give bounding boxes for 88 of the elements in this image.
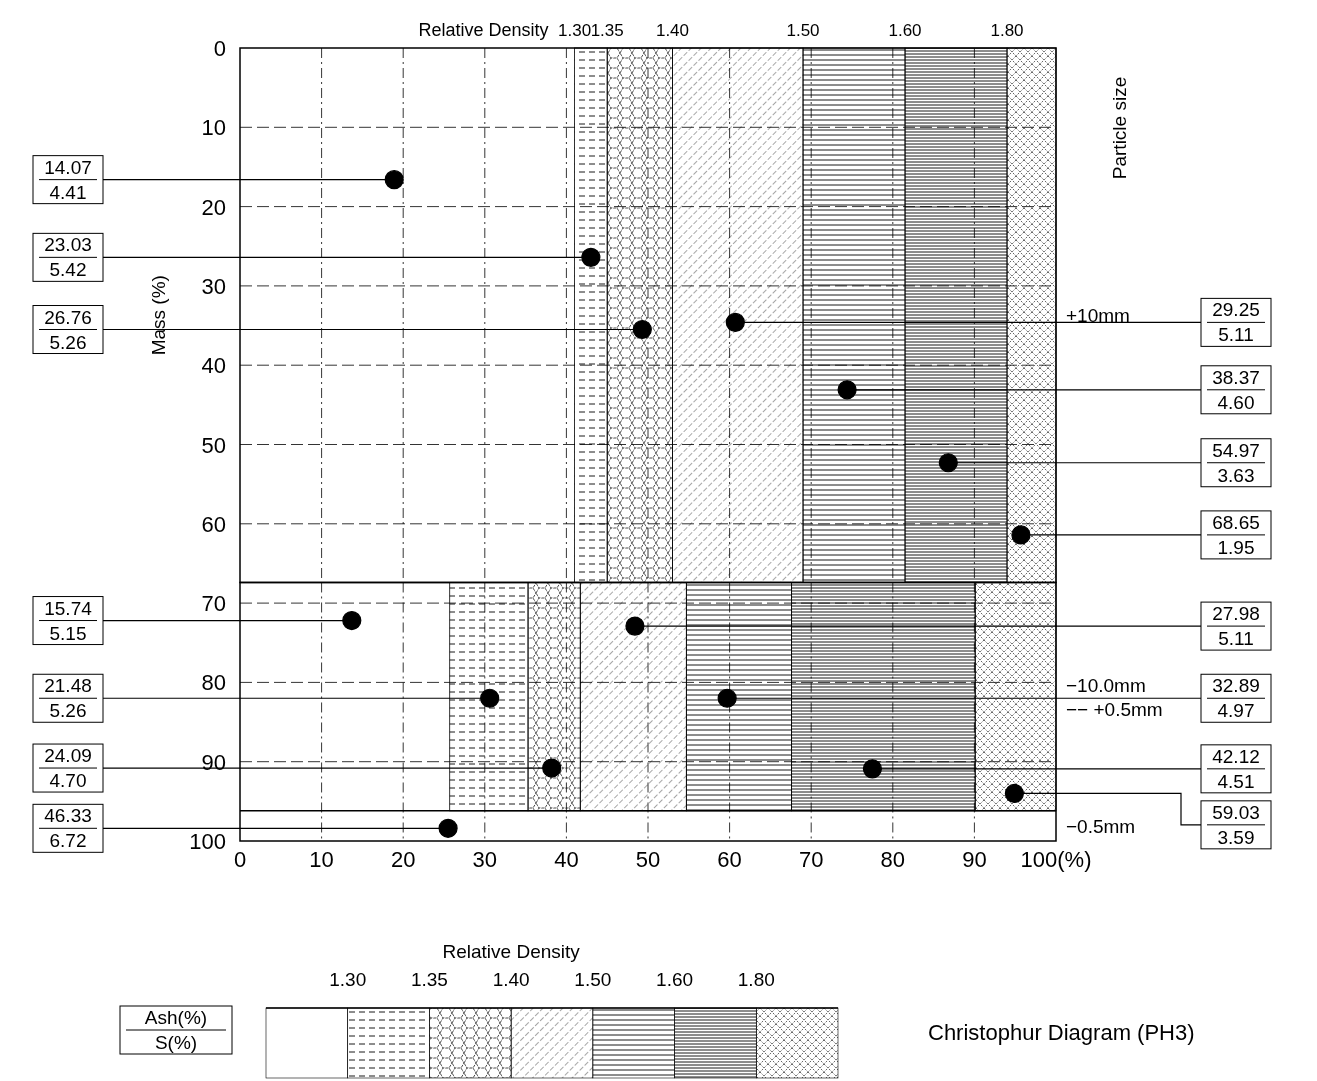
y-tick-label: 20: [201, 194, 226, 220]
text: S(%): [154, 1032, 198, 1053]
annotation: 3.59: [1217, 826, 1255, 848]
text: 1.35: [410, 969, 448, 990]
point: [438, 818, 458, 838]
annotation: 5.26: [49, 700, 87, 722]
y2-axis-title: −10.0mm −− +0.5mm: [1066, 674, 1163, 720]
band-label: 1.40: [655, 21, 690, 40]
annotation: 26.76: [44, 306, 92, 328]
band-label: 1.80: [990, 21, 1024, 40]
x-tick-label: 30: [472, 847, 498, 872]
text: Ash(%): [144, 1007, 208, 1028]
annotation: 42.12: [1212, 745, 1260, 767]
annotation: 24.09: [44, 745, 92, 767]
point: [581, 247, 601, 267]
legend-title: Particle size: [1109, 76, 1130, 180]
ref-line-label: −0.5mm: [1066, 815, 1136, 837]
x-tick-label: 0: [233, 847, 247, 872]
annotation: 23.03: [44, 234, 92, 256]
y-tick-label: 0: [213, 36, 226, 61]
x-tick-label: 50: [635, 847, 661, 872]
y2-axis-title: +10mm: [1066, 305, 1130, 327]
annotation: 4.60: [1217, 391, 1255, 413]
annotation: 15.74: [44, 597, 93, 619]
y-tick-label: 80: [201, 670, 226, 696]
y-tick-label: 30: [201, 273, 226, 299]
text: 1.50: [574, 969, 612, 990]
text: 1.30: [329, 969, 367, 990]
annotation: 59.03: [1212, 801, 1260, 823]
annotation: 4.97: [1217, 700, 1255, 722]
annotation: 5.26: [49, 331, 87, 353]
band-label: 1.50: [786, 21, 820, 40]
x-tick-label: 70: [798, 847, 824, 872]
point: [342, 610, 362, 631]
annotation: 38.37: [1212, 366, 1260, 388]
annotation: 4.70: [49, 770, 87, 792]
text: Christophur Diagram (PH3): [928, 1020, 1195, 1045]
point: [542, 758, 562, 778]
band-label: 1.60: [888, 21, 922, 40]
point: [725, 312, 745, 332]
y-tick-label: 70: [201, 591, 226, 617]
text: 1.40: [492, 969, 530, 990]
annotation: 32.89: [1212, 675, 1260, 697]
x-tick-label: 20: [390, 847, 416, 872]
annotation: 5.11: [1218, 628, 1254, 650]
x-tick-label: 100(%): [1020, 847, 1092, 872]
point: [717, 688, 737, 708]
annotation: 14.07: [44, 156, 92, 178]
annotation: 54.97: [1212, 439, 1260, 461]
point: [480, 688, 500, 708]
y-tick-label: 10: [201, 115, 226, 141]
annotation: 4.41: [49, 181, 87, 203]
point: [625, 616, 645, 636]
annotation: 29.25: [1212, 299, 1260, 321]
text: Relative Density: [442, 941, 581, 962]
annotation: 5.11: [1218, 324, 1254, 346]
y-tick-label: 100: [189, 829, 226, 854]
x-tick-label: 10: [309, 847, 334, 872]
annotation: 5.15: [49, 622, 87, 644]
annotation: 3.63: [1217, 464, 1255, 486]
y-tick-label: 40: [201, 353, 226, 379]
point: [862, 759, 882, 779]
annotation: 21.48: [44, 675, 92, 697]
annotation: 5.42: [49, 259, 87, 281]
point: [938, 453, 958, 473]
y-tick-label: 60: [201, 511, 226, 537]
annotation: 6.72: [49, 830, 87, 852]
annotation: 27.98: [1212, 603, 1260, 625]
text: 1.60: [656, 969, 694, 990]
text: 1.80: [737, 969, 775, 990]
annotation: 4.51: [1217, 770, 1255, 792]
annotation: 1.95: [1217, 536, 1255, 558]
annotation: 68.65: [1212, 511, 1260, 533]
point: [632, 319, 652, 340]
band-label: 1.35: [590, 21, 624, 40]
x-tick-label: 60: [717, 847, 742, 872]
point: [837, 380, 857, 400]
band-label: 1.30: [558, 21, 592, 40]
text: Relative Density: [418, 20, 549, 40]
annotation: 46.33: [44, 805, 92, 827]
x-tick-label: 80: [880, 847, 906, 872]
x-tick-label: 40: [554, 847, 579, 872]
point: [1004, 783, 1024, 804]
point: [384, 170, 404, 190]
point: [1011, 525, 1031, 545]
x-tick-label: 90: [962, 847, 987, 872]
y-axis-title: Mass (%): [148, 275, 169, 356]
y-tick-label: 50: [201, 432, 226, 458]
